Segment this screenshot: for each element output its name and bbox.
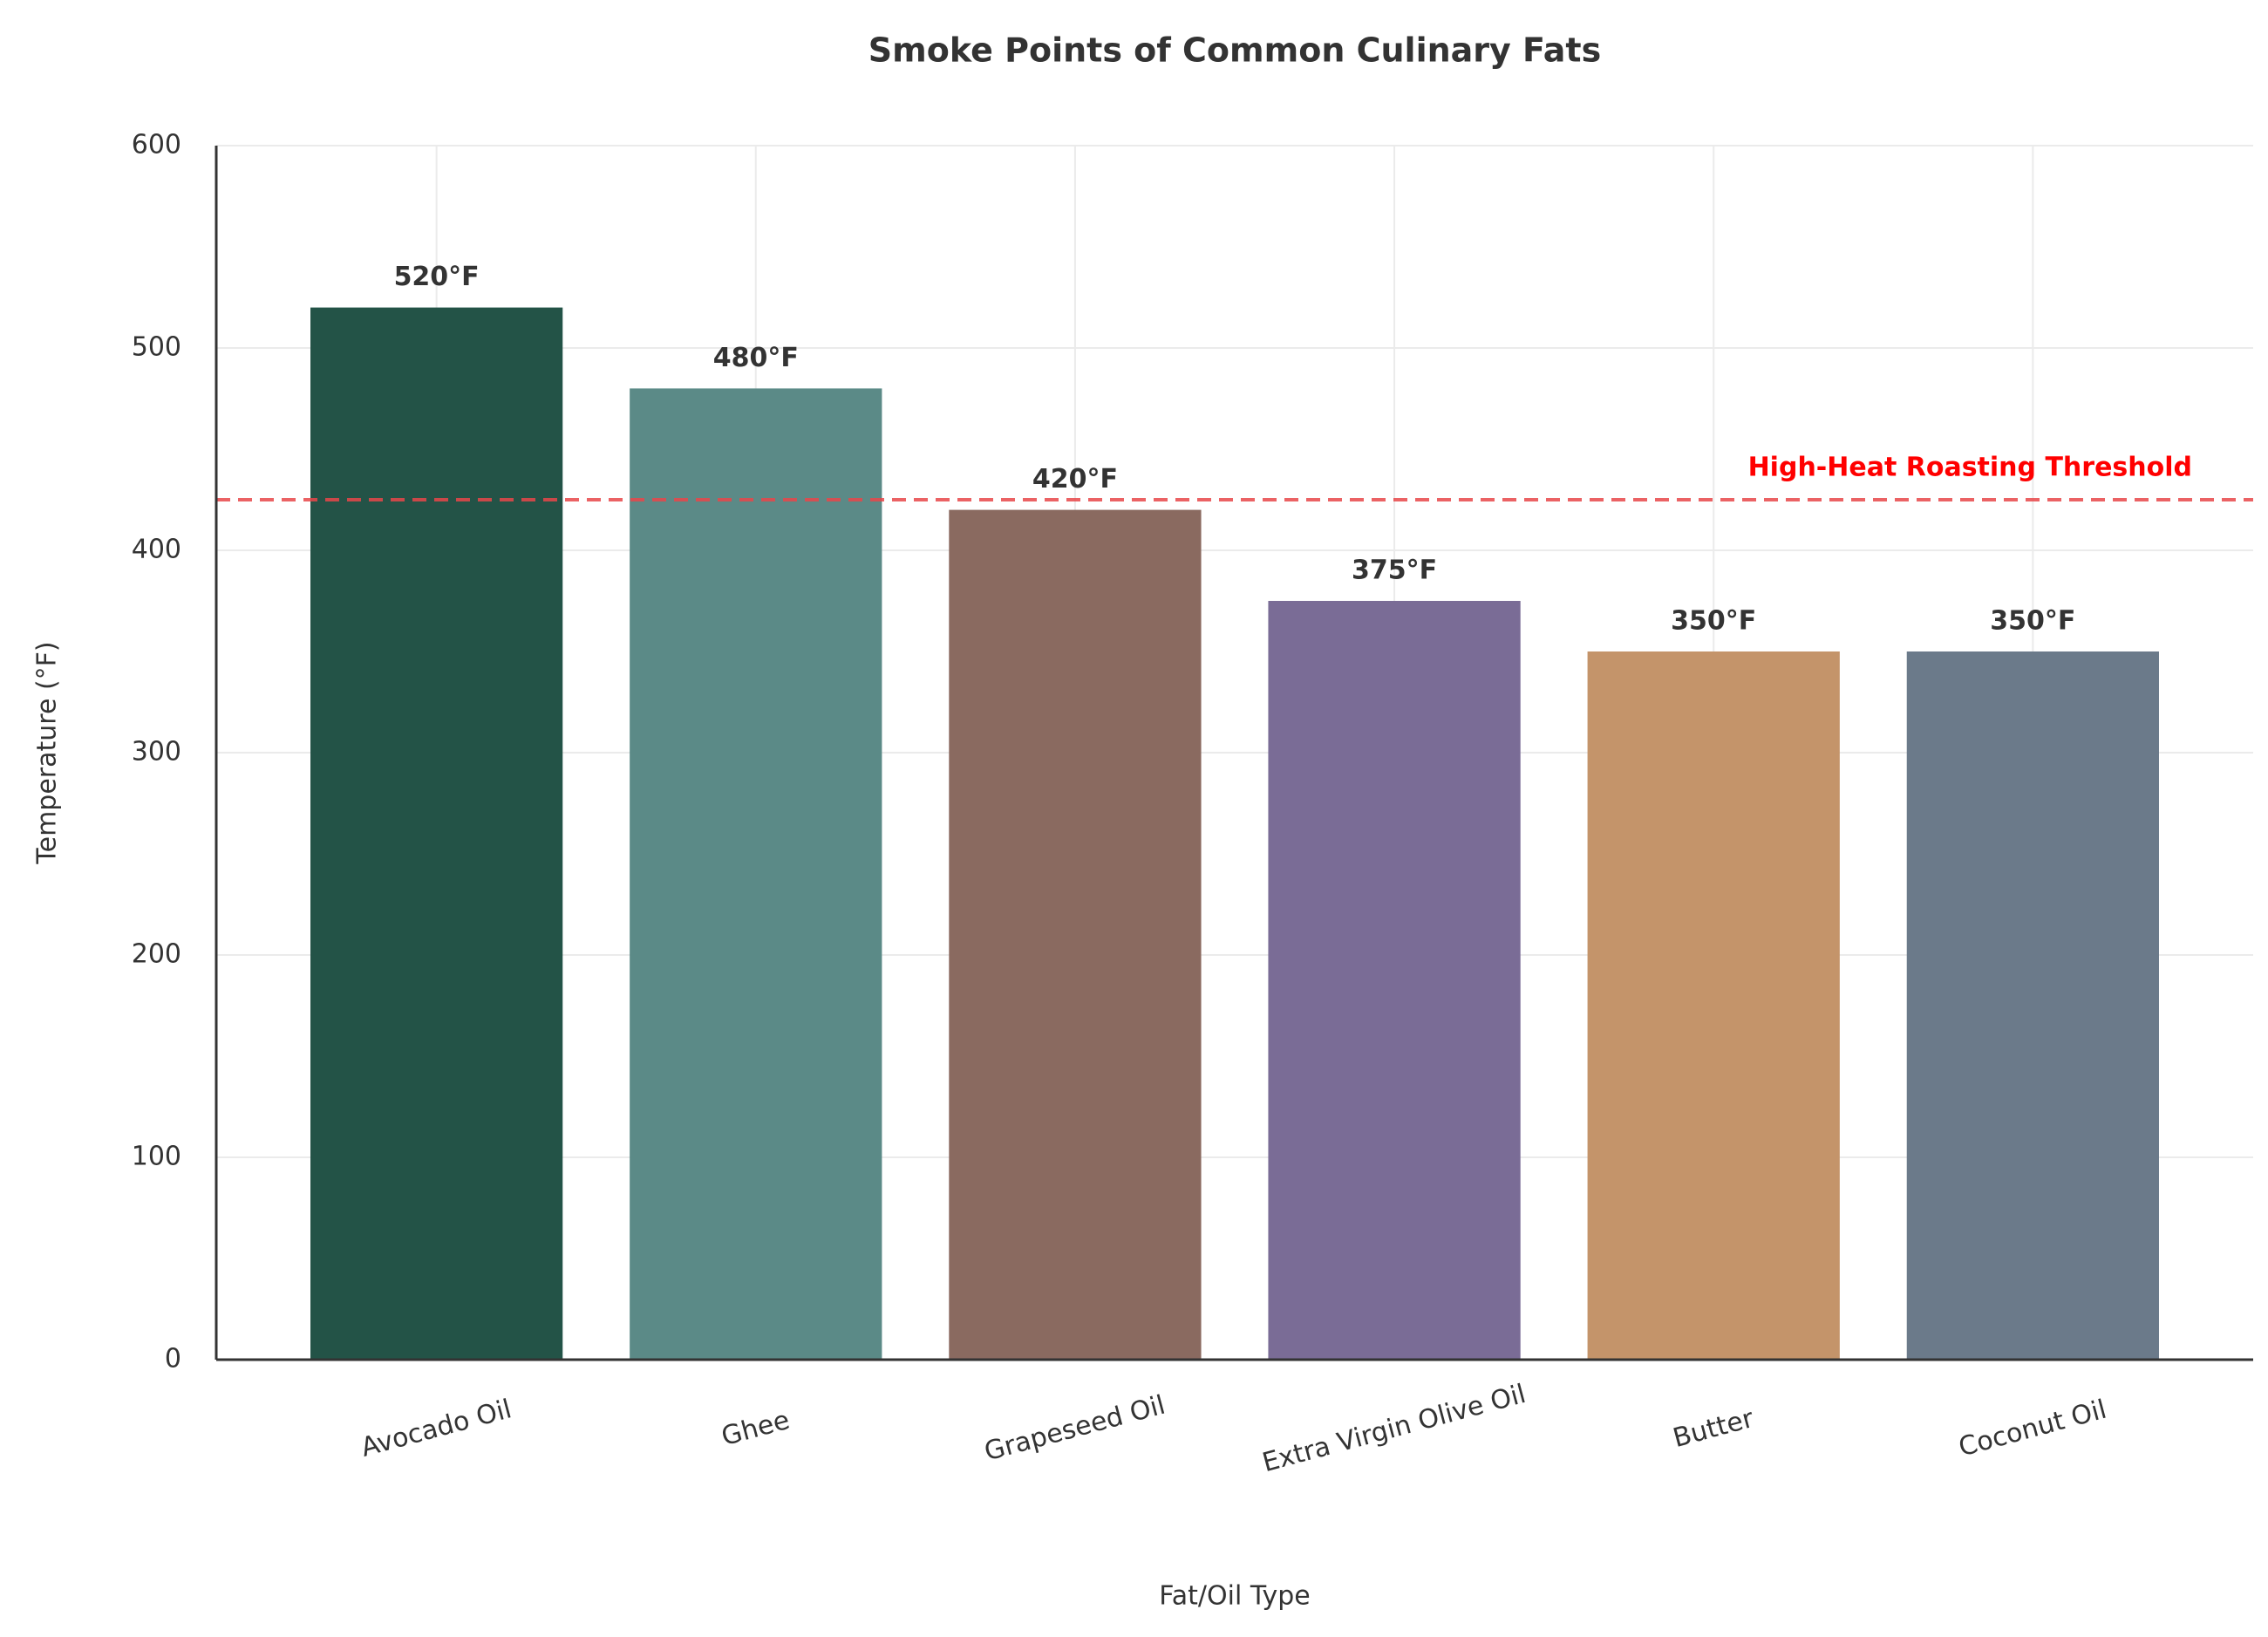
y-tick-label: 600: [132, 130, 181, 160]
y-tick-label: 400: [132, 535, 181, 565]
chart-title: Smoke Points of Common Culinary Fats: [868, 31, 1601, 70]
x-tick-label: Ghee: [719, 1405, 793, 1452]
y-tick-label: 200: [132, 939, 181, 970]
reference-label: High-Heat Roasting Threshold: [1748, 453, 2192, 483]
x-tick-label: Grapeseed Oil: [981, 1390, 1168, 1468]
bar: [1906, 651, 2159, 1360]
y-tick-label: 300: [132, 737, 181, 767]
y-axis-label: Temperature (°F): [32, 641, 63, 864]
y-tick-label: 100: [132, 1142, 181, 1172]
x-tick-label: Butter: [1670, 1403, 1757, 1454]
x-tick-label: Coconut Oil: [1956, 1395, 2110, 1463]
value-label: 420°F: [1032, 464, 1118, 495]
bar: [310, 307, 563, 1361]
value-label: 375°F: [1352, 556, 1437, 586]
value-label: 350°F: [1990, 606, 2075, 637]
y-tick-label: 500: [132, 332, 181, 363]
x-tick-label: Avocado Oil: [358, 1394, 514, 1463]
value-label: 480°F: [713, 343, 799, 373]
bar: [630, 388, 882, 1360]
x-tick-label: Extra Virgin Olive Oil: [1259, 1379, 1529, 1478]
value-label: 350°F: [1671, 606, 1756, 637]
bar: [1268, 601, 1521, 1360]
value-label: 520°F: [394, 262, 480, 292]
x-axis-label: Fat/Oil Type: [1159, 1581, 1310, 1612]
bar: [1587, 651, 1840, 1360]
y-tick-label: 0: [165, 1344, 181, 1374]
bar: [949, 509, 1202, 1360]
